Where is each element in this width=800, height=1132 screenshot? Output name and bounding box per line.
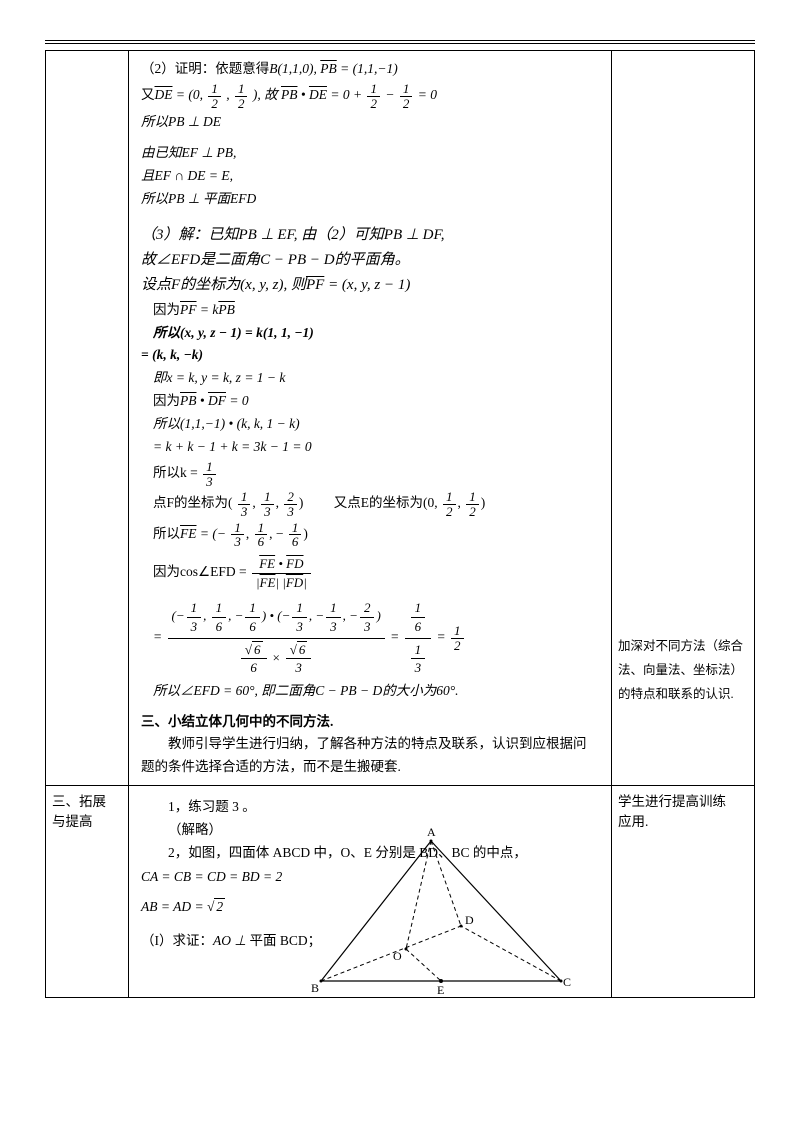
sol-3-bigfrac: = (−13, 16, −16) • (−13, −13, −23) √66 ×… bbox=[153, 597, 599, 679]
proof-2-line3: 所以PB ⊥ DE bbox=[141, 112, 599, 133]
label-A: A bbox=[427, 825, 436, 840]
vec-pb: PB bbox=[320, 61, 337, 76]
sol-3-line3: 设点F的坐标为(x, y, z), 则PF = (x, y, z − 1) bbox=[141, 274, 599, 297]
content-table: （2）证明：依题意得B(1,1,0), PB = (1,1,−1) 又DE = … bbox=[45, 50, 755, 998]
label-D: D bbox=[465, 913, 474, 928]
page: （2）证明：依题意得B(1,1,0), PB = (1,1,−1) 又DE = … bbox=[0, 0, 800, 1132]
section-3-heading: 三、小结立体几何中的不同方法. bbox=[141, 712, 599, 733]
row2-label-b: 与提高 bbox=[52, 814, 93, 829]
label-E: E bbox=[437, 983, 444, 998]
sol-3-line8: 因为PB • DF = 0 bbox=[153, 391, 599, 412]
proof-2-line4: 由已知EF ⊥ PB, bbox=[141, 143, 599, 164]
sol-3-line13: 所以FE = (− 13, 16, − 16) bbox=[153, 521, 599, 549]
sol-3-line7: 即x = k, y = k, z = 1 − k bbox=[153, 368, 599, 389]
row1-content: （2）证明：依题意得B(1,1,0), PB = (1,1,−1) 又DE = … bbox=[129, 51, 612, 786]
row2-note-b: 应用. bbox=[618, 814, 648, 829]
table-row: 三、拓展 与提高 1，练习题 3 。 （解略） 2，如图，四面体 ABCD 中，… bbox=[46, 785, 755, 997]
proof-2-line5: 且EF ∩ DE = E, bbox=[141, 166, 599, 187]
label-B: B bbox=[311, 981, 319, 996]
tetrahedron-figure: A B C D O E bbox=[311, 831, 571, 991]
row2-label-a: 三、拓展 bbox=[52, 794, 106, 809]
row2-content: 1，练习题 3 。 （解略） 2，如图，四面体 ABCD 中，O、E 分别是 B… bbox=[129, 785, 612, 997]
sol-3-line9: 所以(1,1,−1) • (k, k, 1 − k) bbox=[153, 414, 599, 435]
section-3-body: 教师引导学生进行归纳，了解各种方法的特点及联系，认识到应根据问题的条件选择合适的… bbox=[141, 733, 599, 779]
row2-note: 学生进行提高训练 应用. bbox=[612, 785, 755, 997]
sol-3-line4: 因为PF = kPB bbox=[153, 300, 599, 321]
sol-3-line2: 故∠EFD是二面角C − PB − D的平面角。 bbox=[141, 249, 599, 272]
sol-3-line11: 所以k = 13 bbox=[153, 460, 599, 488]
row1-label bbox=[46, 51, 129, 786]
proof-2-line1: （2）证明：依题意得B(1,1,0), PB = (1,1,−1) bbox=[141, 59, 599, 80]
top-rule bbox=[45, 40, 755, 44]
sol-3-line6: = (k, k, −k) bbox=[141, 345, 599, 366]
sol-3-line10: = k + k − 1 + k = 3k − 1 = 0 bbox=[153, 437, 599, 458]
proof-2-line6: 所以PB ⊥ 平面EFD bbox=[141, 189, 599, 210]
row2-label: 三、拓展 与提高 bbox=[46, 785, 129, 997]
label-O: O bbox=[393, 949, 402, 964]
ex1-title: 1，练习题 3 。 bbox=[141, 795, 599, 815]
proof-2-line2: 又DE = (0, 12 , 12 ), 故 PB • DE = 0 + 12 … bbox=[141, 82, 599, 110]
sol-3-line5: 所以(x, y, z − 1) = k(1, 1, −1) bbox=[153, 323, 599, 344]
label-C: C bbox=[563, 975, 571, 990]
row1-note-text: 加深对不同方法（综合法、向量法、坐标法）的特点和联系的认识. bbox=[618, 635, 748, 706]
sol-3-line1: （3）解：已知PB ⊥ EF, 由（2）可知PB ⊥ DF, bbox=[141, 224, 599, 247]
row2-note-a: 学生进行提高训练 bbox=[618, 794, 726, 809]
row1-note: 加深对不同方法（综合法、向量法、坐标法）的特点和联系的认识. bbox=[612, 51, 755, 786]
table-row: （2）证明：依题意得B(1,1,0), PB = (1,1,−1) 又DE = … bbox=[46, 51, 755, 786]
sol-3-line12: 点F的坐标为( 13, 13, 23) 又点E的坐标为(0, 12, 12) bbox=[153, 490, 599, 518]
sol-3-cos-line: 因为cos∠EFD = FE • FD |FE| |FD| bbox=[153, 555, 599, 591]
sol-3-conclusion: 所以∠EFD = 60°, 即二面角C − PB − D的大小为60°. bbox=[153, 681, 599, 702]
